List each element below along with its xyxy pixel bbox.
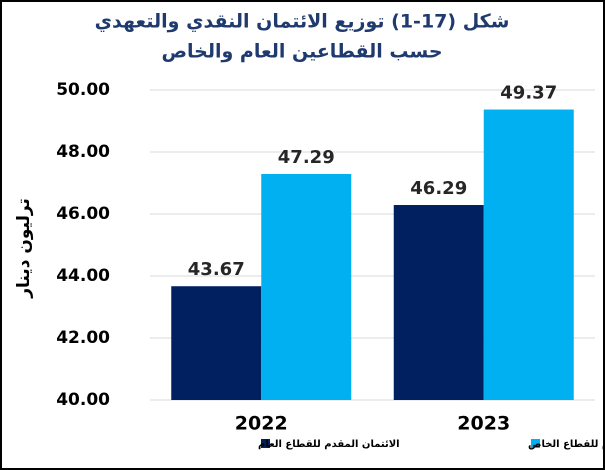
y-tick-label: 50.00 (56, 80, 110, 100)
data-label: 47.29 (278, 147, 335, 168)
bar (171, 286, 262, 400)
data-label: 43.67 (188, 259, 245, 280)
chart-title: شكل (17-1) توزيع الائتمان النقدي والتعهد… (95, 11, 510, 34)
legend-swatch (531, 439, 540, 448)
bar (483, 109, 574, 400)
y-tick-label: 46.00 (56, 204, 110, 224)
bar (261, 174, 352, 400)
chart-subtitle: حسب القطاعين العام والخاص (161, 41, 442, 63)
y-tick-label: 42.00 (56, 328, 110, 348)
data-label: 49.37 (500, 83, 557, 104)
data-label: 46.29 (410, 178, 467, 199)
y-tick-label: 40.00 (56, 390, 110, 410)
legend-label: الائتمان المقدم للقطاع العام (258, 439, 400, 450)
x-tick-label: 2023 (457, 413, 510, 435)
y-tick-label: 48.00 (56, 142, 110, 162)
x-tick-label: 2022 (235, 413, 288, 435)
bar (393, 205, 484, 400)
legend-swatch (261, 439, 270, 448)
y-axis-label: ترليون دينار (14, 198, 34, 299)
y-tick-label: 44.00 (56, 266, 110, 286)
legend-label: الائتمان المقدم للقطاع الخاص (528, 439, 605, 450)
